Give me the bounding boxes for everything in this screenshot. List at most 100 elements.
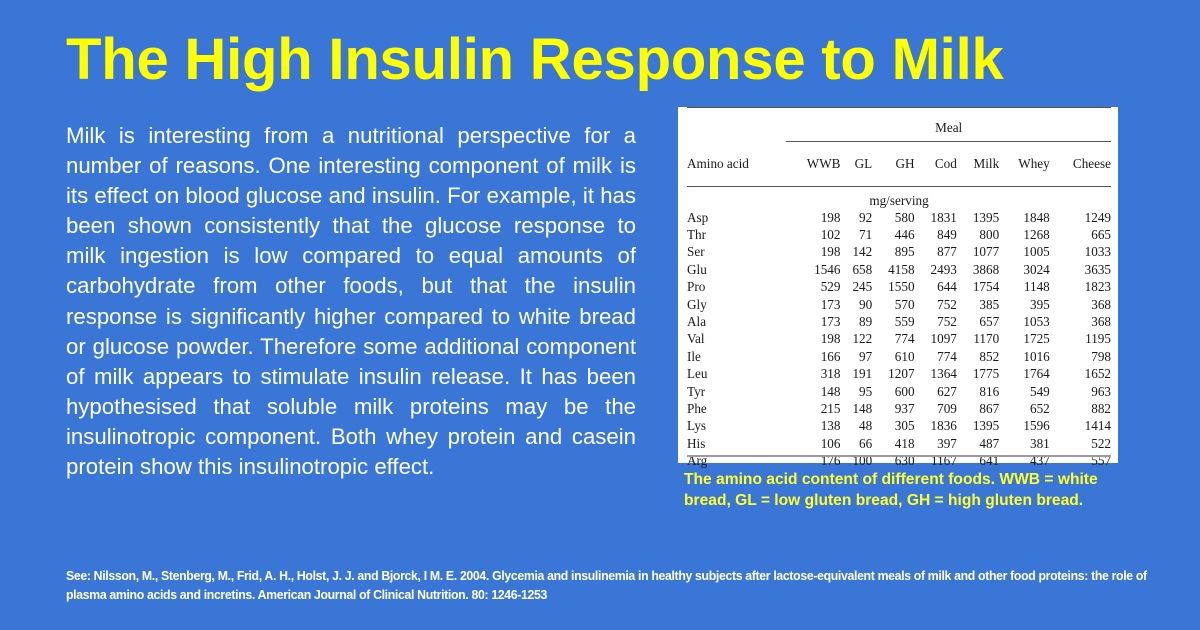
unit-label: mg/serving [869,193,929,208]
table-row: Pro 529 245 1550 644 1754 1148 1823 [687,279,1111,296]
amino-acid-name: Glu [687,261,707,277]
table-row: Ile 166 97 610 774 852 1016 798 [687,348,1111,365]
table-cell: 148 [820,383,841,399]
table-cell: 1053 [1023,314,1050,330]
table-cell: 66 [859,435,873,451]
table-cell: 549 [1029,383,1050,399]
table-row: Gly 173 90 570 752 385 395 368 [687,296,1111,313]
table-cell: 95 [859,383,873,399]
table-row: Tyr 148 95 600 627 816 549 963 [687,383,1111,400]
table-row: Phe 215 148 937 709 867 652 882 [687,400,1111,417]
table-cell: 882 [1091,400,1111,416]
table-cell: 895 [894,244,915,260]
table-cell: 305 [894,418,915,434]
table-cell: 1831 [930,209,957,225]
table-cell: 580 [894,209,915,225]
column-header-whey: Whey [999,141,1050,187]
table-cell: 644 [937,279,957,295]
table-cell: 963 [1091,383,1111,399]
table-cell: 1170 [973,331,1000,347]
table-cell: 1005 [1023,244,1050,260]
table-cell: 446 [894,227,915,243]
table-bottom-rule [687,455,1111,457]
table-cell: 610 [894,348,915,364]
table-cell: 852 [979,348,1000,364]
table-cell: 148 [852,400,873,416]
amino-acid-name: Ser [687,244,705,260]
table-cell: 816 [979,383,1000,399]
table-cell: 752 [937,296,957,312]
table-row: Lys 138 48 305 1836 1395 1596 1414 [687,418,1111,435]
table-cell: 71 [859,227,873,243]
table-corner [687,114,786,142]
table-row: Glu 1546 658 4158 2493 3868 3024 3635 [687,261,1111,278]
table-cell: 652 [1029,400,1050,416]
table-cell: 1207 [888,366,915,382]
table-row: Val 198 122 774 1097 1170 1725 1195 [687,331,1111,348]
amino-acid-table-card: Meal Amino acid WWB GL GH Cod Milk Whey … [678,107,1118,468]
table-cell: 1414 [1084,418,1111,434]
table-cell: 166 [820,348,841,364]
amino-acid-name: Lys [687,418,707,434]
column-header-wwb: WWB [786,141,841,187]
table-row: Thr 102 71 446 849 800 1268 665 [687,226,1111,243]
table-cell: 867 [979,400,1000,416]
table-cell: 173 [820,296,841,312]
citation: See: Nilsson, M., Stenberg, M., Frid, A.… [66,568,1147,602]
table-cell: 559 [894,314,915,330]
table-cell: 1268 [1023,227,1050,243]
table-cell: 937 [894,400,915,416]
amino-acid-name: Thr [687,227,707,243]
table-cell: 1033 [1084,244,1111,260]
table-row: Ala 173 89 559 752 657 1053 368 [687,313,1111,330]
table-cell: 198 [820,209,841,225]
table-cell: 4158 [888,261,915,277]
table-cell: 173 [820,314,841,330]
table-cell: 90 [859,296,873,312]
table-cell: 1395 [972,418,1000,434]
table-cell: 395 [1029,296,1050,312]
table-cell: 1725 [1023,331,1050,347]
table-cell: 138 [820,418,841,434]
table-cell: 198 [820,331,841,347]
table-cell: 368 [1091,296,1111,312]
table-cell: 627 [937,383,957,399]
table-cell: 142 [852,244,873,260]
table-cell: 1097 [930,331,957,347]
table-cell: 1775 [972,366,1000,382]
table-cell: 106 [820,435,841,451]
amino-acid-name: His [687,435,706,451]
table-cell: 1148 [1023,279,1050,295]
slide-title: The High Insulin Response to Milk [66,27,1004,92]
table-cell: 1195 [1085,331,1111,347]
table-cell: 122 [852,331,873,347]
table-cell: 397 [937,435,957,451]
body-paragraph: Milk is interesting from a nutritional p… [66,123,636,480]
table-cell: 89 [859,314,873,330]
table-caption: The amino acid content of different food… [684,471,1098,509]
table-row: Ser 198 142 895 877 1077 1005 1033 [687,244,1111,261]
table-cell: 1754 [972,279,1000,295]
table-cell: 102 [820,227,841,243]
table-cell: 92 [859,209,873,225]
table-row: His 106 66 418 397 487 381 522 [687,435,1111,452]
amino-acid-name: Ala [687,314,707,330]
table-cell: 1016 [1023,348,1050,364]
table-cell: 2493 [930,261,957,277]
table-cell: 570 [894,296,915,312]
table-cell: 600 [894,383,915,399]
amino-acid-name: Val [687,331,705,347]
table-cell: 877 [937,244,957,260]
column-header-row: Amino acid WWB GL GH Cod Milk Whey Chees… [687,141,1111,187]
amino-acid-name: Tyr [687,383,706,399]
table-cell: 1596 [1023,418,1050,434]
table-cell: 487 [979,435,1000,451]
table-cell: 1077 [972,244,1000,260]
amino-acid-name: Asp [687,209,709,225]
column-header-amino-acid: Amino acid [687,141,787,187]
table-top-rule [687,107,1111,114]
table-row: Leu 318 191 1207 1364 1775 1764 1652 [687,366,1111,383]
table-cell: 849 [937,227,957,243]
table-cell: 709 [937,400,957,416]
table-cell: 3635 [1084,261,1111,277]
